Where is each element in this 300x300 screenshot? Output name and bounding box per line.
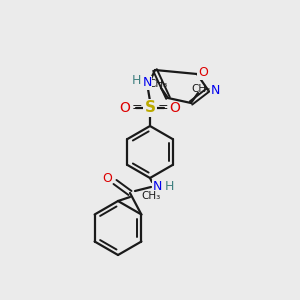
Text: S: S	[145, 100, 155, 116]
Text: CH₃: CH₃	[148, 79, 168, 89]
Text: =: =	[132, 101, 142, 115]
Text: N: N	[142, 76, 152, 89]
Text: O: O	[169, 101, 180, 115]
Text: O: O	[102, 172, 112, 185]
Text: CH₃: CH₃	[141, 191, 160, 201]
Text: O: O	[198, 67, 208, 80]
Text: CH₃: CH₃	[191, 84, 211, 94]
Text: H: H	[131, 74, 141, 88]
Text: H: H	[164, 181, 174, 194]
Text: N: N	[210, 85, 220, 98]
Text: O: O	[120, 101, 130, 115]
Text: =: =	[158, 101, 168, 115]
Text: N: N	[152, 181, 162, 194]
